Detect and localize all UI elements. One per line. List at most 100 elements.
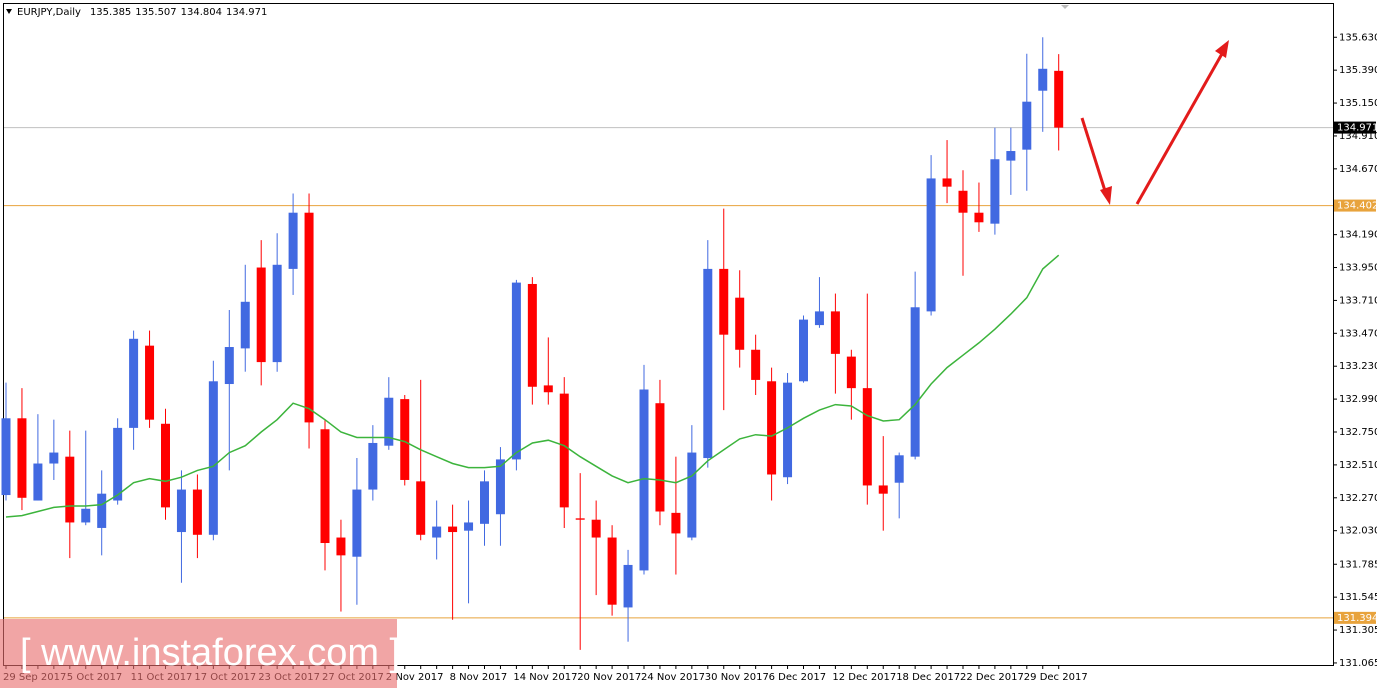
symbol-period: EURJPY,Daily <box>17 7 81 18</box>
candle-body <box>208 381 218 535</box>
candle-body <box>910 307 920 457</box>
forecast-arrows <box>1080 40 1229 205</box>
price-label: 134.402 <box>1337 201 1377 212</box>
menu-triangle <box>6 9 12 14</box>
candle-body <box>384 397 394 446</box>
candle-body <box>368 442 378 490</box>
arrow-up <box>1135 51 1225 205</box>
candle-body <box>1038 68 1048 91</box>
arrow-head <box>1100 186 1112 205</box>
candle-body <box>448 526 458 533</box>
watermark-bg <box>0 619 397 688</box>
plot-frame <box>3 3 1334 666</box>
price-label: 134.971 <box>1337 123 1377 134</box>
y-tick-label: 133.470 <box>1339 328 1377 339</box>
moving-average <box>5 254 1060 518</box>
x-tick-label: 6 Dec 2017 <box>769 672 827 683</box>
candle-body <box>480 481 489 524</box>
x-tick-label: 29 Dec 2017 <box>1024 672 1088 683</box>
candle-body <box>129 338 139 428</box>
candle-body <box>767 381 777 475</box>
candle-body <box>687 452 697 538</box>
y-tick-label: 132.750 <box>1339 427 1377 438</box>
candle-body <box>703 268 713 459</box>
candle-body <box>846 356 856 389</box>
ohlc-low: 134.804 <box>181 7 222 18</box>
candle-body <box>719 268 729 335</box>
candle-body <box>272 264 282 363</box>
candle-body <box>33 463 43 501</box>
candle-body <box>783 382 793 478</box>
candle-body <box>65 456 75 523</box>
candle-body <box>607 537 617 605</box>
candle-body <box>495 459 505 515</box>
candle-body <box>958 190 968 213</box>
y-tick-label: 132.990 <box>1339 394 1377 405</box>
x-tick-label: 2 Nov 2017 <box>386 672 444 683</box>
candle-body <box>830 311 840 354</box>
ohlc-open: 135.385 <box>90 7 131 18</box>
price-label-bg <box>1334 121 1376 134</box>
candle-body <box>432 526 442 538</box>
candle-body <box>735 297 745 350</box>
candle-body <box>320 429 330 544</box>
candle-body <box>224 347 234 385</box>
candle-body <box>336 537 346 556</box>
candle-body <box>878 485 888 494</box>
x-tick-label: 14 Nov 2017 <box>513 672 577 683</box>
candle-body <box>974 212 984 223</box>
candle-body <box>639 389 649 571</box>
candle-body <box>990 159 1000 224</box>
y-tick-label: 135.630 <box>1339 32 1377 43</box>
x-tick-label: 20 Nov 2017 <box>577 672 641 683</box>
candle-body <box>464 522 474 531</box>
arrow-head <box>1215 40 1229 58</box>
y-tick-label: 131.305 <box>1339 625 1377 636</box>
y-tick-label: 134.910 <box>1339 131 1377 142</box>
candle-body <box>1054 70 1064 128</box>
price-label-bg <box>1334 611 1376 624</box>
candle-body <box>591 519 601 538</box>
candle-body <box>145 345 155 420</box>
candle-body <box>352 489 362 557</box>
price-label-bg <box>1334 199 1376 212</box>
candle-body <box>1022 101 1032 150</box>
watermark: [ www.instaforex.com ] <box>20 632 400 674</box>
y-tick-label: 131.065 <box>1339 658 1377 669</box>
x-tick-label: 12 Dec 2017 <box>832 672 896 683</box>
candle-body <box>97 493 107 528</box>
candle-body <box>527 283 537 387</box>
arrow-down <box>1080 117 1108 195</box>
candle-body <box>1 418 11 496</box>
candle-body <box>543 385 553 393</box>
candle-body <box>113 427 123 501</box>
candle-body <box>304 212 314 423</box>
candle-body <box>240 301 250 349</box>
candle-body <box>17 418 27 498</box>
candle-body <box>416 481 426 535</box>
candle-body <box>799 319 808 382</box>
y-tick-label: 133.230 <box>1339 361 1377 372</box>
ohlc-high: 135.507 <box>135 7 176 18</box>
candle-body <box>192 489 202 535</box>
candle-body <box>862 388 872 486</box>
y-tick-label: 131.545 <box>1339 592 1377 603</box>
candle-body <box>161 423 170 508</box>
y-tick-label: 134.190 <box>1339 230 1377 241</box>
x-tick-label: 30 Nov 2017 <box>705 672 769 683</box>
y-tick-label: 133.950 <box>1339 263 1377 274</box>
price-label: 131.394 <box>1337 613 1377 624</box>
candle-body <box>575 518 585 520</box>
ohlc-close: 134.971 <box>226 7 267 18</box>
y-tick-label: 134.670 <box>1339 164 1377 175</box>
x-tick-label: 24 Nov 2017 <box>641 672 705 683</box>
candle-body <box>81 508 91 523</box>
candle-body <box>176 489 186 533</box>
x-tick-label: 18 Dec 2017 <box>896 672 960 683</box>
x-tick-label: 8 Nov 2017 <box>450 672 508 683</box>
candle-body <box>623 564 633 608</box>
candle-body <box>1006 151 1016 161</box>
x-tick-label: 22 Dec 2017 <box>960 672 1024 683</box>
